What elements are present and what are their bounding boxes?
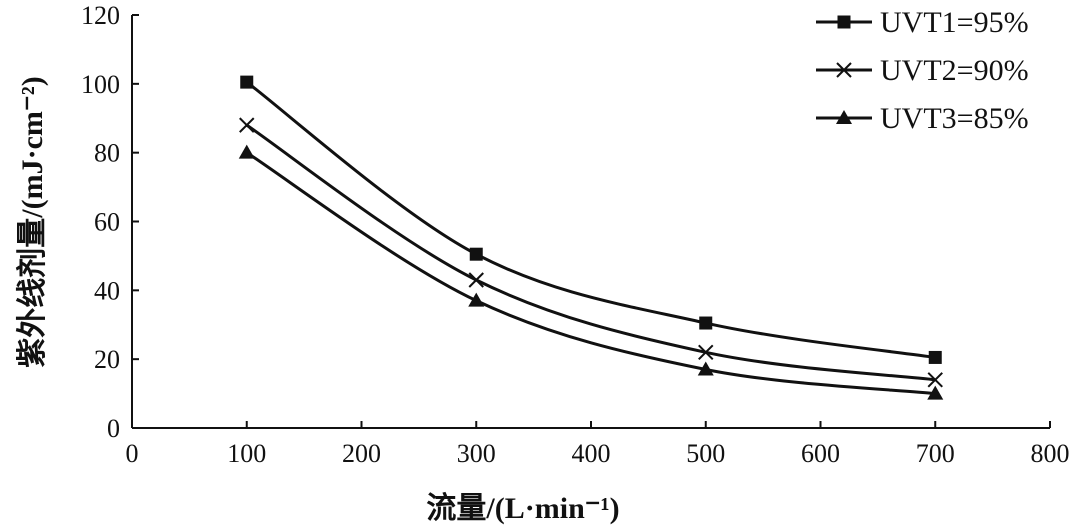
y-tick-label: 60: [94, 208, 120, 237]
legend-marker: [837, 15, 851, 29]
data-point: [927, 372, 943, 388]
data-point: [240, 75, 254, 89]
legend-item: UVT3=85%: [816, 102, 1029, 135]
y-tick-label: 0: [107, 414, 120, 443]
data-point: [238, 144, 255, 159]
x-tick-label: 600: [801, 439, 840, 468]
series-layer: [238, 75, 944, 400]
legend-label: UVT2=90%: [880, 54, 1029, 87]
x-tick-label: 300: [457, 439, 496, 468]
y-tick-label: 80: [94, 139, 120, 168]
y-tick-label: 100: [81, 70, 120, 99]
x-tick-label: 700: [916, 439, 955, 468]
legend-marker: [836, 62, 852, 78]
data-point: [927, 385, 944, 400]
data-point: [239, 117, 255, 133]
legend-label: UVT3=85%: [880, 102, 1029, 135]
x-tick-label: 800: [1031, 439, 1070, 468]
y-tick-label: 120: [81, 1, 120, 30]
data-point: [468, 272, 484, 288]
series-line: [245, 80, 936, 359]
data-point: [468, 292, 485, 307]
data-point: [698, 344, 714, 360]
series-line: [245, 123, 936, 382]
x-tick-label: 400: [572, 439, 611, 468]
legend-label: UVT1=95%: [880, 6, 1029, 39]
marker-stroke: [239, 117, 255, 133]
legend-marker: [836, 110, 852, 124]
series-2: [239, 117, 943, 388]
data-point: [469, 247, 483, 261]
series-3: [238, 144, 944, 400]
legend-item: UVT2=90%: [816, 54, 1029, 87]
data-point: [697, 361, 714, 376]
data-point: [928, 350, 942, 364]
x-tick-label: 500: [686, 439, 725, 468]
marker-stroke: [698, 344, 714, 360]
x-tick-label: 0: [126, 439, 139, 468]
x-tick-label: 200: [342, 439, 381, 468]
series-line: [245, 151, 936, 396]
x-axis-ticks: 0 100 200 300 400 500 600 700 800: [126, 421, 1070, 468]
series-1: [240, 75, 942, 364]
x-tick-label: 100: [227, 439, 266, 468]
legend: UVT1=95% UVT2=90% UVT3=85%: [816, 6, 1029, 135]
y-tick-label: 20: [94, 345, 120, 374]
marker-stroke: [927, 372, 943, 388]
y-axis-title: 紫外线剂量/(mJ·cm⁻²): [16, 76, 49, 367]
data-point: [699, 316, 713, 330]
x-axis-title: 流量/(L·min⁻¹): [426, 492, 619, 525]
y-axis-ticks: 0 20 40 60 80 100 120: [81, 1, 139, 443]
marker-stroke: [836, 62, 852, 78]
marker-stroke: [468, 272, 484, 288]
legend-item: UVT1=95%: [816, 6, 1029, 39]
y-tick-label: 40: [94, 276, 120, 305]
